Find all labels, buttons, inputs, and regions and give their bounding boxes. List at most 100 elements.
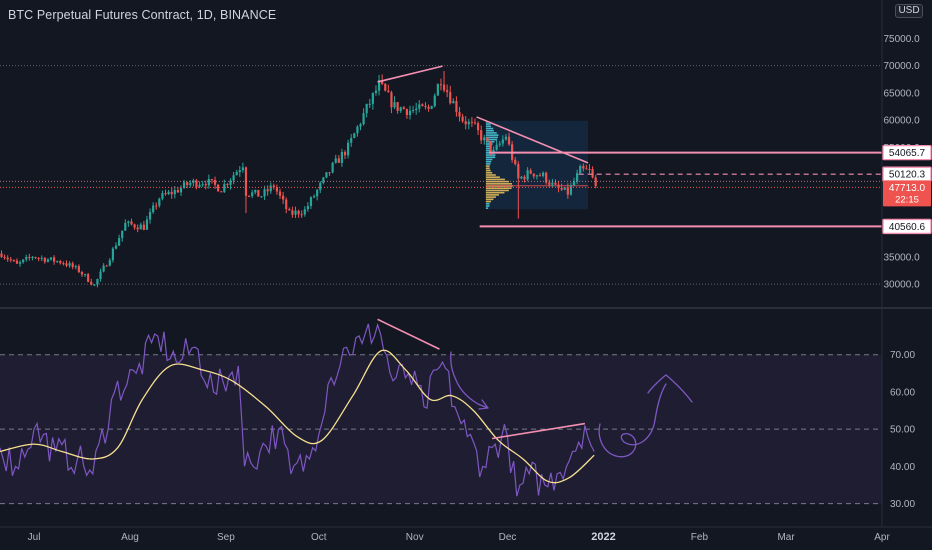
candle	[483, 134, 486, 145]
candle	[415, 102, 418, 115]
candle	[93, 284, 96, 287]
candle-body	[229, 180, 232, 185]
candle-body	[495, 144, 498, 150]
candle	[356, 125, 359, 137]
candle	[282, 191, 285, 204]
candle-body	[164, 193, 167, 195]
candle-body	[427, 106, 430, 109]
volume-profile-row	[485, 194, 499, 196]
candle-body	[464, 121, 467, 125]
candle	[142, 220, 145, 231]
candle-body	[343, 151, 347, 156]
candle	[433, 93, 436, 108]
candle	[235, 169, 238, 176]
volume-profile-row	[485, 207, 489, 209]
candle	[43, 256, 46, 264]
time-tick-label: Nov	[406, 532, 424, 543]
candle	[309, 196, 313, 210]
candle	[396, 101, 399, 114]
candle	[9, 256, 12, 263]
price-trendlines[interactable]	[377, 65, 589, 164]
candle-body	[170, 191, 173, 195]
candle	[294, 206, 297, 219]
candle-body	[455, 101, 458, 113]
candle	[96, 278, 99, 288]
candle-body	[480, 130, 483, 141]
rsi-trendlines[interactable]	[377, 318, 586, 440]
candle	[551, 178, 554, 188]
time-tick-label: Sep	[217, 532, 235, 543]
candle-body	[334, 158, 337, 163]
price-gridlines	[0, 65, 882, 285]
candle-body	[176, 190, 179, 193]
time-tick-label: Feb	[691, 532, 709, 543]
candle	[464, 116, 467, 130]
candle	[418, 100, 421, 113]
candle-body	[31, 257, 34, 259]
candle	[251, 189, 254, 199]
candle	[204, 180, 207, 190]
rsi-tick-label: 50.00	[890, 425, 915, 436]
candle	[399, 106, 402, 113]
candle	[588, 164, 591, 174]
candle	[585, 164, 588, 170]
price-axis[interactable]: 30000.035000.040000.045000.050000.055000…	[884, 34, 921, 291]
candle	[408, 105, 412, 120]
level-label-box	[882, 218, 932, 235]
candle-body	[53, 257, 56, 262]
candle	[6, 255, 9, 262]
candle	[498, 141, 501, 147]
time-tick-label: Oct	[311, 532, 327, 543]
volume-profile-row	[485, 180, 509, 183]
freehand-drawings[interactable]	[450, 351, 693, 458]
candle	[486, 137, 489, 143]
candle-body	[173, 190, 176, 195]
candle-body	[390, 92, 393, 108]
candle-body	[83, 274, 87, 276]
candle-body	[257, 189, 260, 197]
candle-body	[572, 181, 576, 186]
candle-body	[96, 279, 99, 285]
candle-body	[148, 212, 152, 220]
candle-body	[368, 103, 371, 105]
currency-badge[interactable]: USD	[895, 4, 923, 18]
level-label-text: 50120.3	[889, 170, 926, 181]
candles	[0, 71, 597, 288]
volume-profile-row	[485, 123, 491, 125]
candle-body	[387, 90, 390, 93]
candle-body	[582, 166, 585, 169]
candle-body	[192, 180, 195, 183]
candle-body	[93, 284, 96, 286]
candle	[576, 169, 579, 185]
candle	[473, 118, 477, 125]
rsi-axis[interactable]: 30.00 40.00 50.00 60.00 70.00	[890, 350, 915, 510]
candle-body	[114, 245, 118, 249]
candle-body	[260, 196, 263, 198]
candle-body	[529, 170, 532, 174]
candle	[192, 178, 195, 187]
candle	[390, 90, 393, 114]
candle	[25, 254, 28, 262]
rsi-pane[interactable]	[0, 318, 882, 505]
candle-body	[359, 124, 362, 127]
candle-body	[254, 189, 257, 193]
candle-body	[111, 248, 115, 261]
candle	[127, 220, 130, 227]
candle-body	[207, 178, 210, 186]
horizontal-levels[interactable]	[0, 151, 882, 228]
candle	[257, 189, 260, 197]
candle	[554, 179, 557, 186]
price-pane[interactable]	[0, 65, 882, 288]
candle	[337, 155, 340, 163]
level-label-box	[882, 144, 932, 161]
price-tick-label: 70000.0	[884, 61, 921, 72]
candle	[28, 253, 31, 261]
candle-body	[473, 122, 477, 124]
volume-profile-row	[485, 171, 493, 174]
candle	[77, 264, 80, 274]
candle-body	[291, 210, 294, 215]
candle-body	[384, 83, 387, 91]
candle	[260, 195, 263, 198]
